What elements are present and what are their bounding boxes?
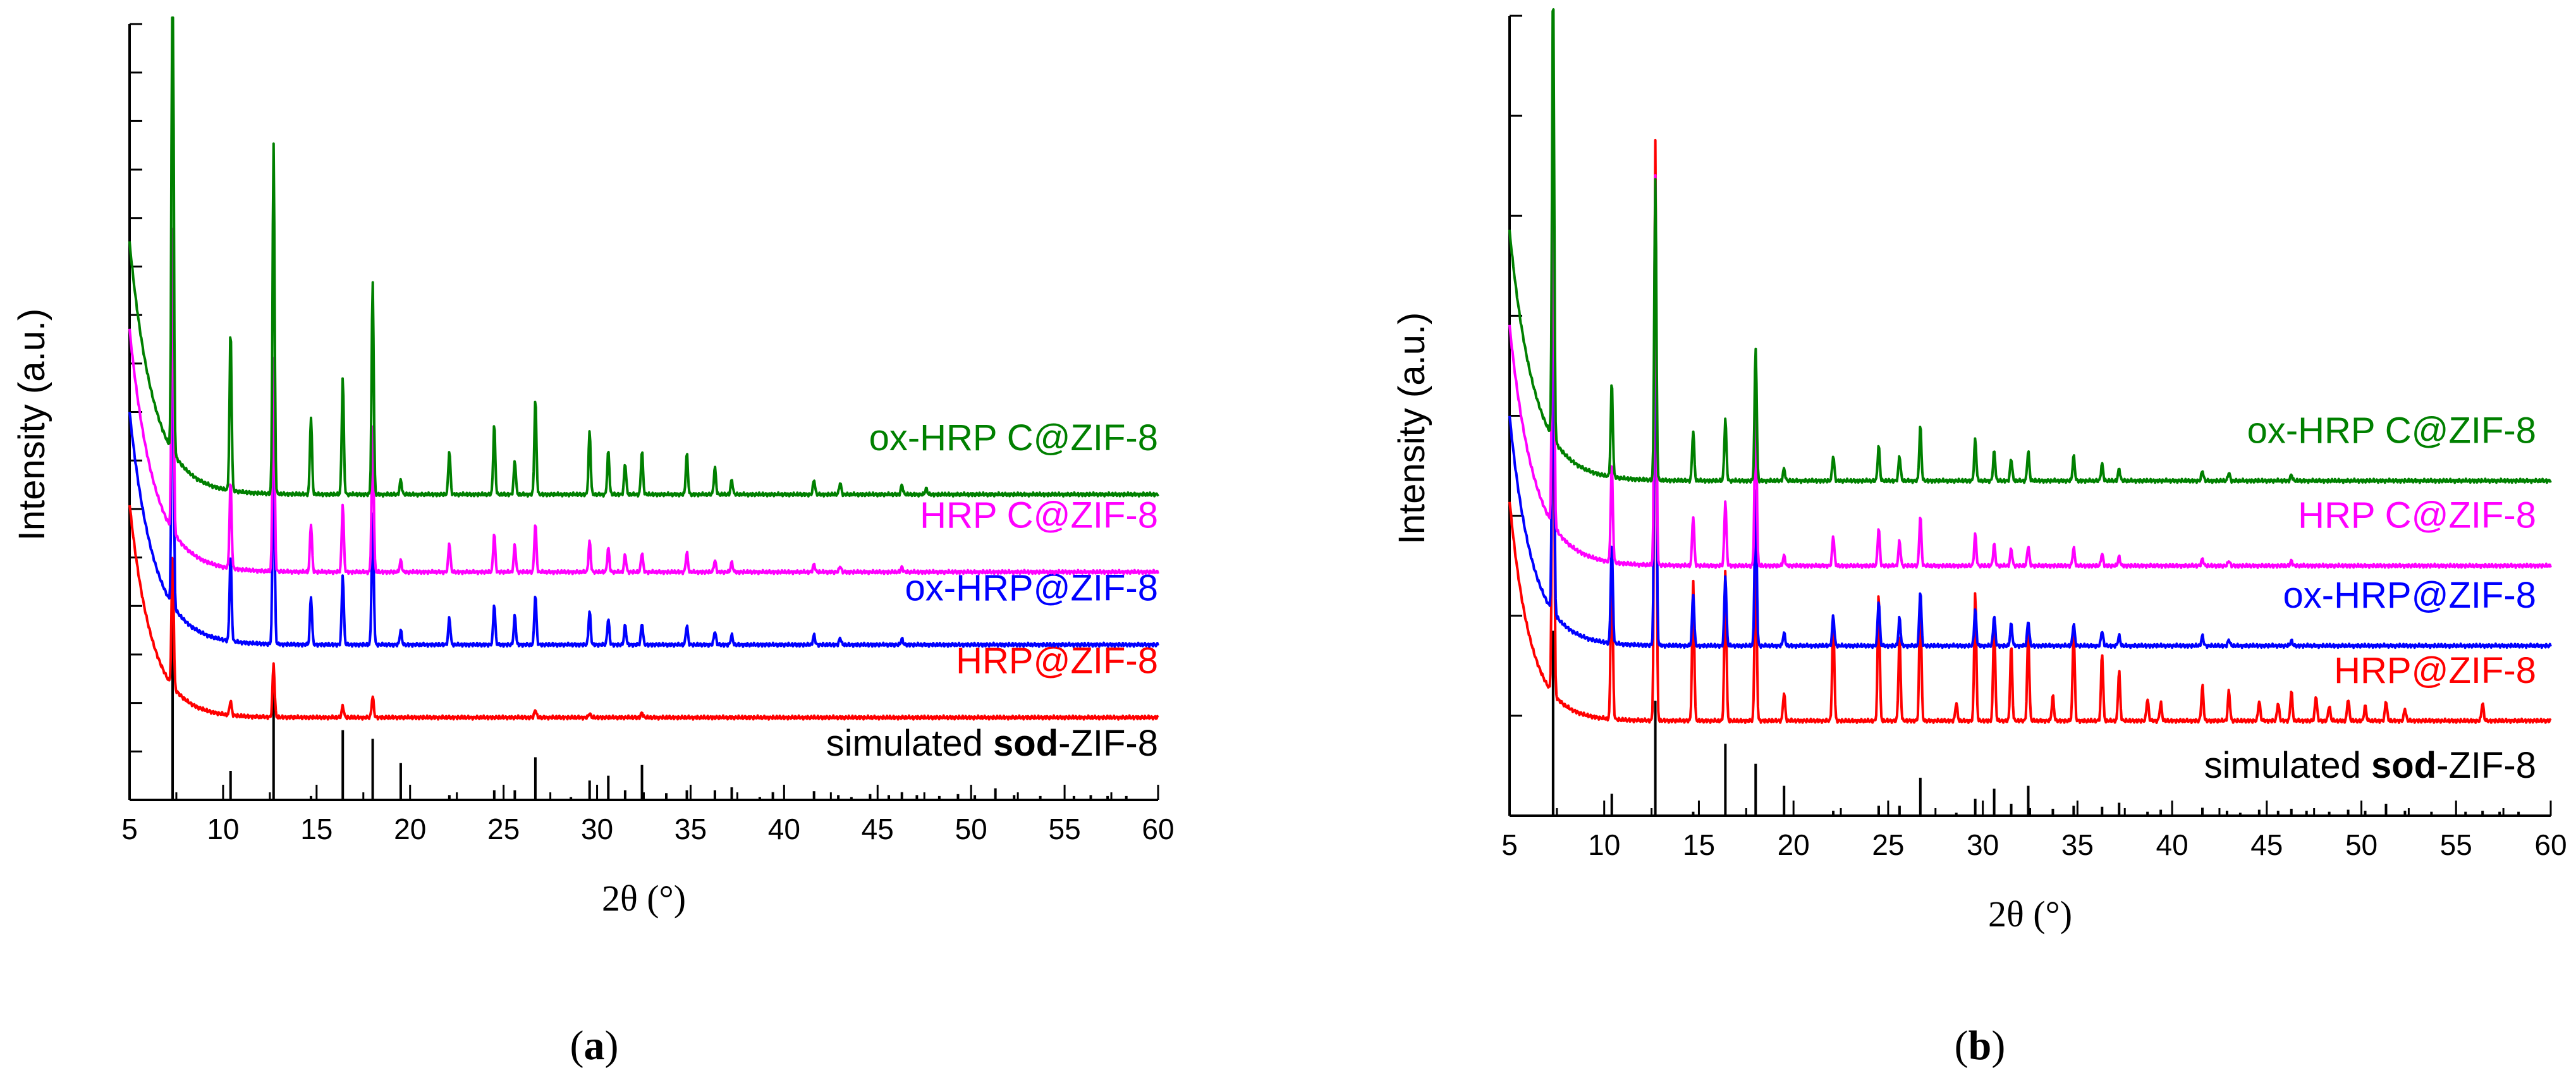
series-ox-hrp-c-zif-8: ox-HRP C@ZIF-8 [128,16,1159,498]
series-hrp-zif-8: HRP@ZIF-8 [1508,138,2552,724]
x-tick-label: 55 [1049,813,1081,845]
chart-panel-a: 5 10 15 20 25 30 35 40 45 50 55 60 Intensity (a.u.) 2… [11,16,1175,919]
diffraction-trace [1508,137,2552,569]
series-label-suffix: -ZIF-8 [1058,723,1158,764]
diffraction-trace [1508,185,2552,649]
diffraction-trace [1508,138,2552,724]
series-label: HRP C@ZIF-8 [2298,495,2536,536]
x-tick-label: 30 [581,813,613,845]
x-tick-label: 60 [2534,828,2567,861]
panel-a-letter: a [584,1023,605,1069]
x-axis-title: 2θ (°) [1988,894,2072,935]
series-label-prefix: simulated [2204,745,2371,786]
x-tick-label: 30 [1967,828,1999,861]
series-simulated-sod-zif-8: simulated sod-ZIF-8 [1510,630,2551,817]
diffraction-trace [128,228,1159,575]
diffraction-trace [1508,8,2552,484]
y-axis-title: Intensity (a.u.) [11,309,52,541]
x-tick-label: 45 [862,813,894,845]
x-tick-label: 60 [1142,813,1174,845]
series-label: simulated sod-ZIF-8 [2204,745,2536,786]
series-label-suffix: -ZIF-8 [2436,745,2536,786]
diffraction-trace [128,284,1159,648]
x-tick-label: 25 [1872,828,1904,861]
series-label-bold: sod [2371,745,2436,786]
series-label-prefix: simulated [826,723,993,764]
series-label: HRP@ZIF-8 [2334,650,2536,691]
x-tick-label: 15 [300,813,333,845]
series-hrp-c-zif-8: HRP C@ZIF-8 [128,228,1159,575]
series-label: ox-HRP C@ZIF-8 [869,417,1158,458]
x-tick-label: 25 [487,813,520,845]
x-tick-label: 40 [2156,828,2188,861]
x-tick-label: 20 [394,813,426,845]
x-tick-label: 45 [2250,828,2283,861]
x-tick-label: 5 [1501,828,1518,861]
panel-b-caption: (b) [1955,1023,2006,1069]
series-ox-hrp-zif-8: ox-HRP@ZIF-8 [1508,185,2552,649]
x-tick-label: 20 [1778,828,1810,861]
series-label-bold: sod [993,723,1058,764]
x-tick-label: 10 [1588,828,1620,861]
diffraction-trace [128,16,1159,498]
diffraction-trace [128,505,1159,721]
x-tick-label: 55 [2440,828,2472,861]
y-axis-title: Intensity (a.u.) [1391,312,1432,544]
x-tick-label: 50 [955,813,987,845]
series-label: ox-HRP C@ZIF-8 [2247,410,2536,451]
series-label: simulated sod-ZIF-8 [826,723,1158,764]
series-simulated-sod-zif-8: simulated sod-ZIF-8 [130,606,1158,801]
x-tick-label: 40 [768,813,800,845]
x-tick-label: 10 [207,813,239,845]
series-label: HRP C@ZIF-8 [920,495,1158,536]
series-hrp-c-zif-8: HRP C@ZIF-8 [1508,137,2552,569]
series-hrp-zif-8: HRP@ZIF-8 [128,505,1159,721]
x-tick-label: 5 [121,813,138,845]
chart-panel-b: 5 10 15 20 25 30 35 40 45 50 55 60 Intensity (a.u.) 2… [1391,8,2567,935]
x-axis-title: 2θ (°) [602,878,686,919]
panel-b-letter: b [1969,1023,1992,1069]
x-tick-label: 35 [675,813,707,845]
series-ox-hrp-c-zif-8: ox-HRP C@ZIF-8 [1508,8,2552,484]
panel-a-caption: (a) [570,1023,619,1069]
x-tick-label: 15 [1683,828,1715,861]
series-label: ox-HRP@ZIF-8 [2283,575,2536,616]
x-tick-label: 50 [2345,828,2378,861]
x-tick-label: 35 [2061,828,2094,861]
